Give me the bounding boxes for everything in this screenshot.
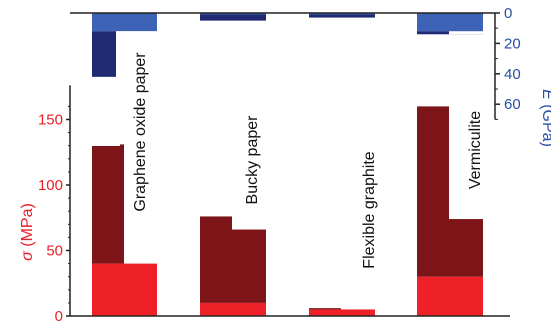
stress-tick-label-100: 100: [38, 177, 63, 194]
stress-bar-step-vermiculite: [449, 219, 483, 277]
chart-marks: [90, 13, 483, 316]
modulus-step-gap-graphene-oxide-paper: [116, 31, 157, 77]
modulus-bar-low-vermiculite: [417, 13, 483, 32]
chart-axes: [66, 12, 510, 317]
stress-axis-title: σ (MPa): [19, 203, 36, 261]
category-label-flexible-graphite: Flexible graphite: [361, 151, 378, 269]
stress-bar-low-graphene-oxide-paper: [92, 263, 157, 316]
modulus-bar-high-graphene-oxide-paper: [92, 31, 116, 77]
category-label-graphene-oxide-paper: Graphene oxide paper: [132, 52, 149, 212]
stress-tick-label-150: 150: [38, 112, 63, 129]
stress-bar-high-graphene-oxide-paper: [92, 144, 124, 264]
category-label-bucky-paper: Bucky paper: [244, 115, 261, 205]
stress-bar-high-bucky-paper: [200, 216, 232, 303]
stress-bar-high-flexible-graphite: [309, 308, 341, 310]
stress-tick-label-0: 0: [55, 308, 63, 325]
modulus-tick-label-60: 60: [504, 96, 521, 113]
modulus-bar-low-graphene-oxide-paper: [92, 13, 157, 32]
stress-axis-symbol: σ: [19, 250, 36, 261]
modulus-bar-low-bucky-paper: [200, 13, 266, 15]
modulus-tick-label-40: 40: [504, 66, 521, 83]
stress-bar-step-bucky-paper: [232, 229, 266, 303]
modulus-bar-high-bucky-paper: [200, 14, 266, 21]
stress-bar-low-bucky-paper: [200, 302, 266, 316]
modulus-tick-label-0: 0: [504, 5, 512, 22]
stress-bar-low-vermiculite: [417, 276, 483, 316]
modulus-tick-label-20: 20: [504, 35, 521, 52]
category-label-vermiculite: Vermiculite: [467, 111, 484, 189]
stress-bar-high-vermiculite: [417, 106, 449, 277]
chart-labels: 0 50 100 150 0 20 40 60 σ (MPa) E (GPa) Graphene o…: [19, 5, 551, 325]
modulus-axis-symbol: E: [539, 89, 551, 100]
modulus-axis-title: E (GPa): [539, 89, 551, 147]
modulus-axis-unit: (GPa): [539, 100, 551, 147]
modulus-step-gap-vermiculite: [449, 31, 483, 35]
bar-separator: [90, 140, 120, 146]
stress-axis-unit: (MPa): [19, 203, 36, 251]
stress-tick-label-50: 50: [46, 243, 63, 260]
modulus-bar-low-flexible-graphite: [309, 13, 375, 15]
modulus-bar-high-flexible-graphite: [309, 14, 375, 18]
stress-bar-low-flexible-graphite: [309, 309, 375, 316]
